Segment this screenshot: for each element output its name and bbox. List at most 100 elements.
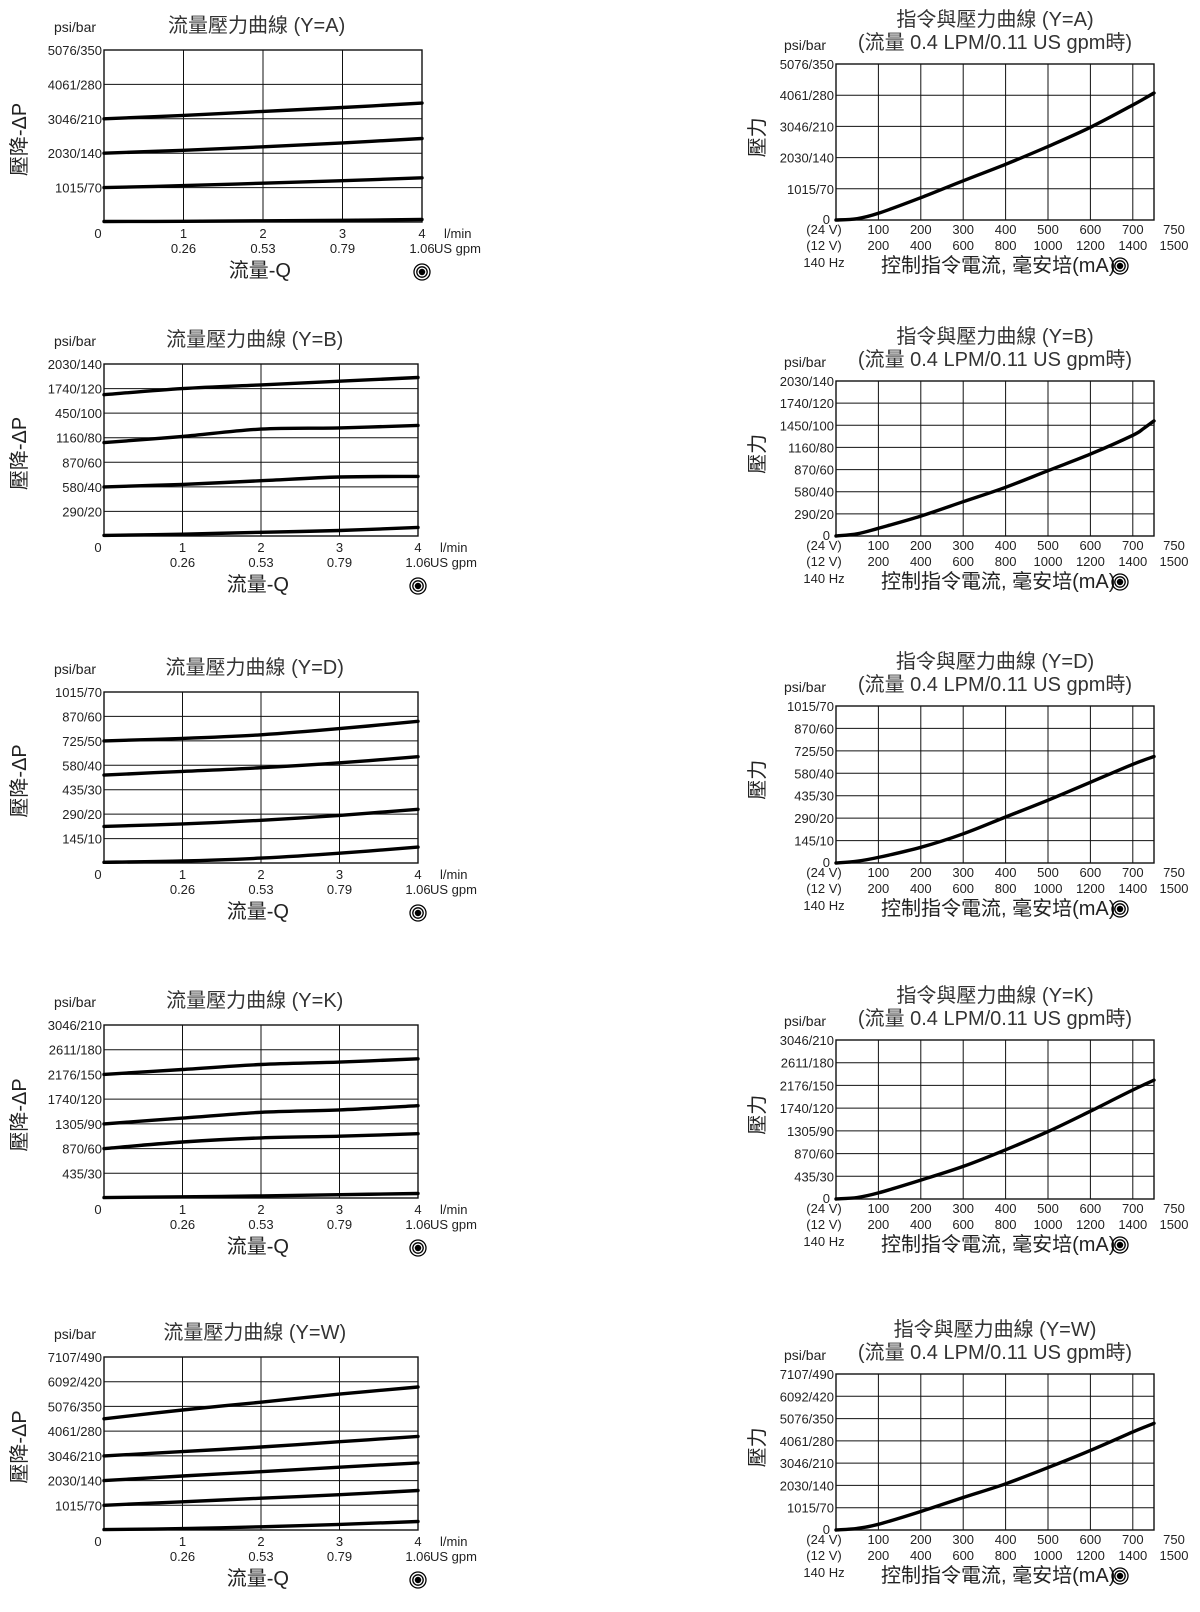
target-ring (412, 1242, 424, 1254)
x-tick-label-12v: 400 (910, 1548, 932, 1563)
x-tick-label-24v: 300 (952, 1201, 974, 1216)
x-tick-label: 4 (414, 1534, 421, 1549)
chart-subtitle: (流量 0.4 LPM/0.11 US gpm時) (858, 1341, 1132, 1364)
x-tick-label-24v: 700 (1122, 1201, 1144, 1216)
y-tick-label: 145/10 (62, 832, 102, 847)
x-row-label-24v: (24 V) (806, 1532, 841, 1547)
x-tick-label-24v: 400 (995, 1201, 1017, 1216)
chart-command-pressure-10: 1002002004003006004008005001000600120070… (746, 1318, 1188, 1587)
target-ring (1114, 1570, 1126, 1582)
x-tick-label-12v: 1400 (1118, 1548, 1147, 1563)
x-unit-secondary: US gpm (430, 1549, 477, 1564)
unit-label: psi/bar (784, 1013, 826, 1029)
target-symbol-icon (409, 577, 427, 595)
target-ring (412, 1574, 424, 1586)
x-tick-label-12v: 1200 (1076, 238, 1105, 253)
y-tick-label: 580/40 (794, 766, 834, 781)
x-tick-label-24v: 400 (995, 865, 1017, 880)
x-row-label-hz: 140 Hz (803, 1234, 844, 1249)
y-tick-label: 7107/490 (48, 1350, 102, 1365)
y-tick-label: 2176/150 (48, 1067, 102, 1082)
y-tick-label: 870/60 (794, 721, 834, 736)
y-tick-label: 6092/420 (780, 1389, 834, 1404)
y-tick-label: 2030/140 (780, 151, 834, 166)
y-tick-label: 870/60 (62, 455, 102, 470)
y-tick-label: 2611/180 (49, 1043, 102, 1058)
x-tick-label-12v: 400 (910, 1217, 932, 1232)
y-tick-label: 1740/120 (780, 1101, 834, 1116)
x-tick-label-12v: 1000 (1034, 1217, 1063, 1232)
series-line-curve-3 (102, 755, 420, 777)
chart-subtitle: (流量 0.4 LPM/0.11 US gpm時) (858, 673, 1132, 696)
plot-frame (835, 705, 1155, 864)
x-tick-label-12v: 600 (952, 554, 974, 569)
y-tick-label: 290/20 (794, 507, 834, 522)
x-axis-title: 控制指令電流, 毫安培(mA) (881, 897, 1115, 920)
x-tick-label-12v: 1200 (1076, 1548, 1105, 1563)
target-symbol-icon (1111, 573, 1129, 591)
x-unit-primary: l/min (444, 226, 471, 241)
y-tick-label: 2030/140 (48, 1474, 102, 1489)
target-ring (1116, 1572, 1124, 1580)
axis-origin-label: 0 (94, 1202, 101, 1217)
series-line-curve-2 (102, 176, 424, 190)
axis-origin-label: 0 (94, 867, 101, 882)
y-tick-label: 870/60 (794, 1147, 834, 1162)
y-axis-title: 壓降-ΔP (8, 1078, 31, 1151)
axis-origin-label: 0 (94, 1534, 101, 1549)
y-tick-label: 3046/210 (48, 112, 102, 127)
unit-label: psi/bar (784, 679, 826, 695)
x-tick-label-24v: 700 (1122, 1532, 1144, 1547)
x-unit-primary: l/min (440, 867, 467, 882)
x-axis-title: 流量-Q (227, 1567, 289, 1590)
x-tick-label-12v: 600 (952, 238, 974, 253)
target-ring (414, 1576, 422, 1584)
x-tick-label-24v: 400 (995, 222, 1017, 237)
x-tick-label-24v: 200 (910, 1532, 932, 1547)
y-tick-label: 1450/100 (780, 418, 834, 433)
y-tick-label: 5076/350 (48, 1399, 102, 1414)
x-tick-label-12v: 600 (952, 1548, 974, 1563)
series-line-curve-4 (102, 101, 424, 121)
series-line-pressure (834, 754, 1156, 865)
y-axis-title: 壓力 (746, 434, 769, 474)
x-tick-label-24v: 200 (910, 865, 932, 880)
chart-title: 指令與壓力曲線 (Y=W) (894, 1318, 1097, 1341)
x-tick-label-secondary: 0.79 (330, 241, 355, 256)
y-axis-title: 壓力 (746, 117, 769, 157)
x-tick-label-12v: 800 (995, 881, 1017, 896)
x-tick-label-24v: 700 (1122, 222, 1144, 237)
target-ring (414, 582, 422, 590)
x-tick-label: 2 (257, 1202, 264, 1217)
x-tick-label: 3 (336, 540, 343, 555)
x-tick-label-24v: 100 (868, 865, 890, 880)
y-tick-label: 5076/350 (780, 1412, 834, 1427)
chart-command-pressure-2: 1002002004003006004008005001000600120070… (746, 8, 1188, 277)
y-axis-title: 壓降-ΔP (8, 417, 31, 490)
y-tick-label: 1740/120 (48, 1092, 102, 1107)
x-tick-label-24v: 300 (952, 222, 974, 237)
x-row-label-12v: (12 V) (806, 881, 841, 896)
x-tick-label-12v: 1500 (1160, 1217, 1189, 1232)
x-tick-label-12v: 200 (868, 881, 890, 896)
target-ring (414, 1244, 422, 1252)
target-ring (412, 907, 424, 919)
x-tick-label-12v: 200 (868, 554, 890, 569)
x-tick-label-secondary: 0.26 (170, 1549, 195, 1564)
series-line-curve-3 (102, 1461, 420, 1483)
x-tick-label-secondary: 0.79 (327, 1549, 352, 1564)
y-axis-title: 壓降-ΔP (8, 744, 31, 817)
target-ring (1114, 260, 1126, 272)
x-tick-label-24v: 200 (910, 538, 932, 553)
x-tick-label-12v: 1500 (1160, 1548, 1189, 1563)
x-row-label-24v: (24 V) (806, 865, 841, 880)
x-tick-label: 2 (257, 1534, 264, 1549)
y-tick-label: 6092/420 (48, 1375, 102, 1390)
chart-subtitle: (流量 0.4 LPM/0.11 US gpm時) (858, 348, 1132, 371)
x-tick-label-secondary: 1.06 (405, 882, 430, 897)
y-tick-label: 1740/120 (780, 396, 834, 411)
x-tick-label-12v: 200 (868, 238, 890, 253)
